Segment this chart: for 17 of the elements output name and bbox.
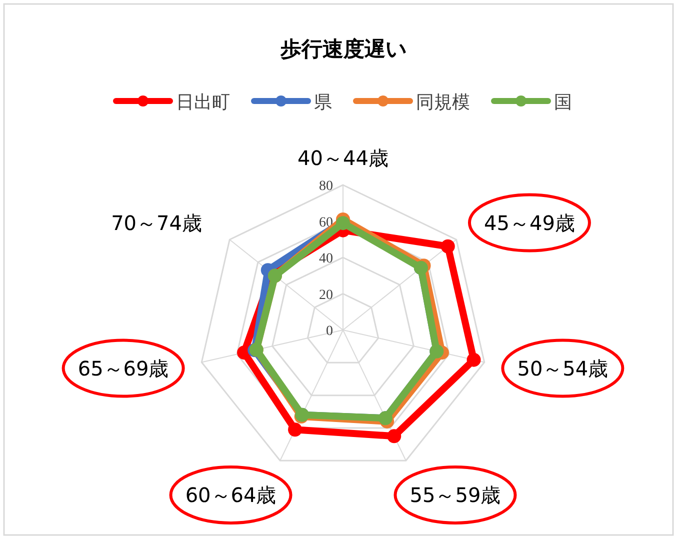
y-tick-label: 60 [319,215,333,230]
spoke-label: 60～64歳 [185,482,276,507]
spoke-label: 45～49歳 [484,210,575,235]
y-tick-label: 0 [326,324,333,339]
spoke-label: 55～59歳 [410,482,501,507]
spoke-label: 65～69歳 [78,356,169,380]
spoke-label: 40～44歳 [298,146,388,170]
legend-label: 日出町 [176,92,230,113]
legend-label: 国 [554,92,572,113]
y-tick-label: 20 [319,288,333,303]
y-tick-label: 40 [319,252,333,266]
y-tick-label: 80 [319,179,333,194]
spoke-label: 50～54歳 [517,356,608,380]
legend-label: 県 [314,92,332,113]
legend-label: 同規模 [416,92,470,113]
spoke-label: 70～74歳 [111,210,202,235]
chart-title: 歩行速度遅い [280,37,408,61]
